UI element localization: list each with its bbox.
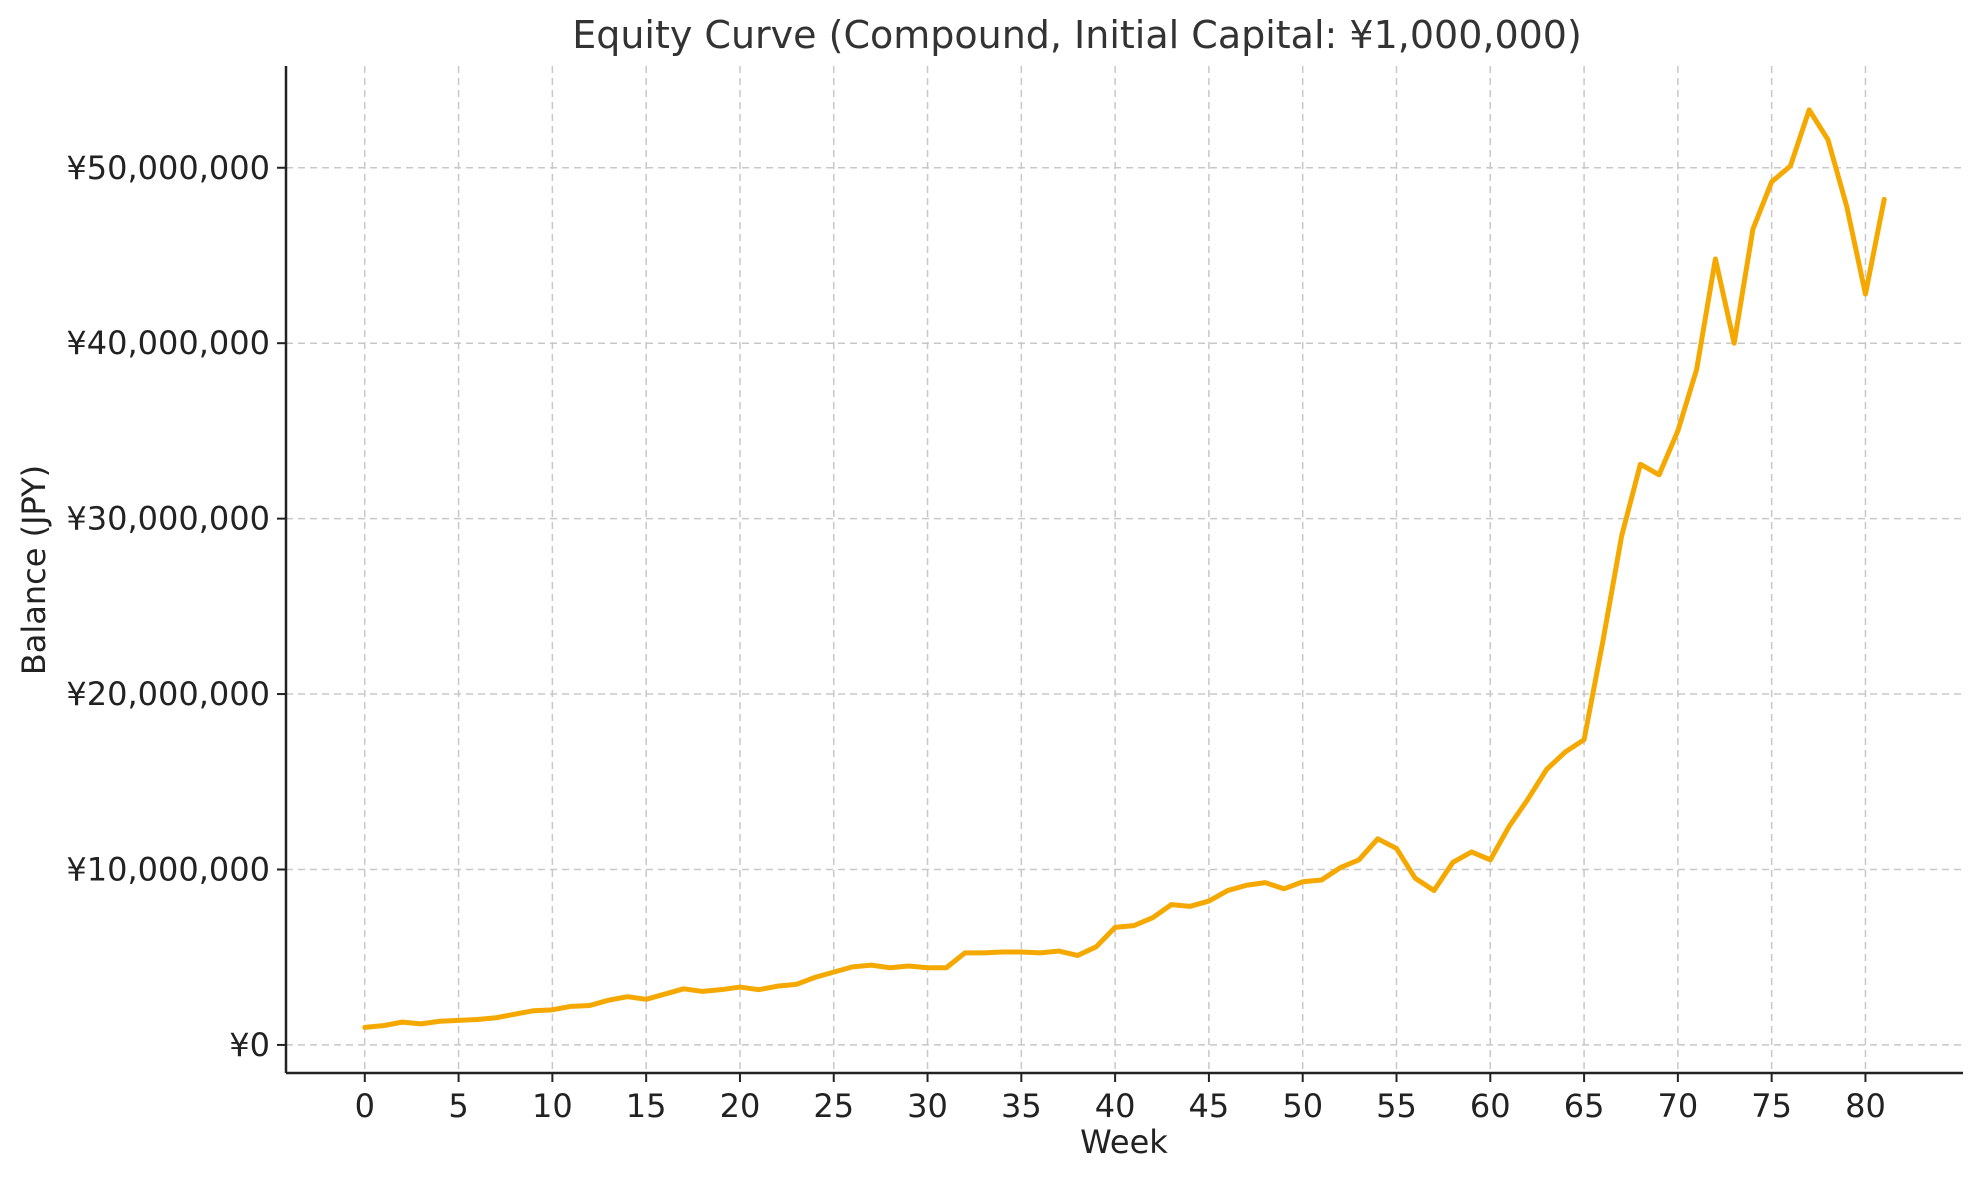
x-tick-label: 30 xyxy=(907,1087,948,1125)
x-tick-label: 0 xyxy=(355,1087,375,1125)
y-axis-ticks: ¥0 ¥10,000,000 ¥20,000,000 ¥30,000,000 ¥40,0… xyxy=(66,149,286,1064)
y-axis-label: Balance (JPY) xyxy=(15,465,53,675)
x-axis-label: Week xyxy=(1080,1123,1168,1161)
balance-line xyxy=(362,107,1887,1030)
x-tick-label: 75 xyxy=(1751,1087,1792,1125)
x-tick-label: 60 xyxy=(1470,1087,1511,1125)
y-tick-label: ¥50,000,000 xyxy=(66,149,270,187)
x-tick-label: 45 xyxy=(1189,1087,1230,1125)
y-tick-label: ¥10,000,000 xyxy=(66,850,270,888)
x-tick-label: 25 xyxy=(813,1087,854,1125)
x-tick-label: 35 xyxy=(1001,1087,1042,1125)
y-tick-label: ¥0 xyxy=(229,1026,270,1064)
x-tick-label: 20 xyxy=(720,1087,761,1125)
x-tick-label: 40 xyxy=(1095,1087,1136,1125)
grid-lines xyxy=(286,66,1963,1073)
x-axis-ticks: 0 5 10 15 20 25 30 35 40 45 50 55 60 65 70 75 80 xyxy=(355,1073,1886,1125)
x-tick-label: 65 xyxy=(1564,1087,1605,1125)
x-tick-label: 55 xyxy=(1376,1087,1417,1125)
y-tick-label: ¥30,000,000 xyxy=(66,500,270,538)
x-tick-label: 5 xyxy=(448,1087,468,1125)
axes-spines xyxy=(284,66,1963,1075)
x-tick-label: 50 xyxy=(1282,1087,1323,1125)
chart-title: Equity Curve (Compound, Initial Capital:… xyxy=(572,13,1582,57)
x-tick-label: 70 xyxy=(1658,1087,1699,1125)
y-tick-label: ¥20,000,000 xyxy=(66,675,270,713)
y-tick-label: ¥40,000,000 xyxy=(66,324,270,362)
x-tick-label: 80 xyxy=(1845,1087,1886,1125)
x-tick-label: 10 xyxy=(532,1087,573,1125)
x-tick-label: 15 xyxy=(626,1087,667,1125)
